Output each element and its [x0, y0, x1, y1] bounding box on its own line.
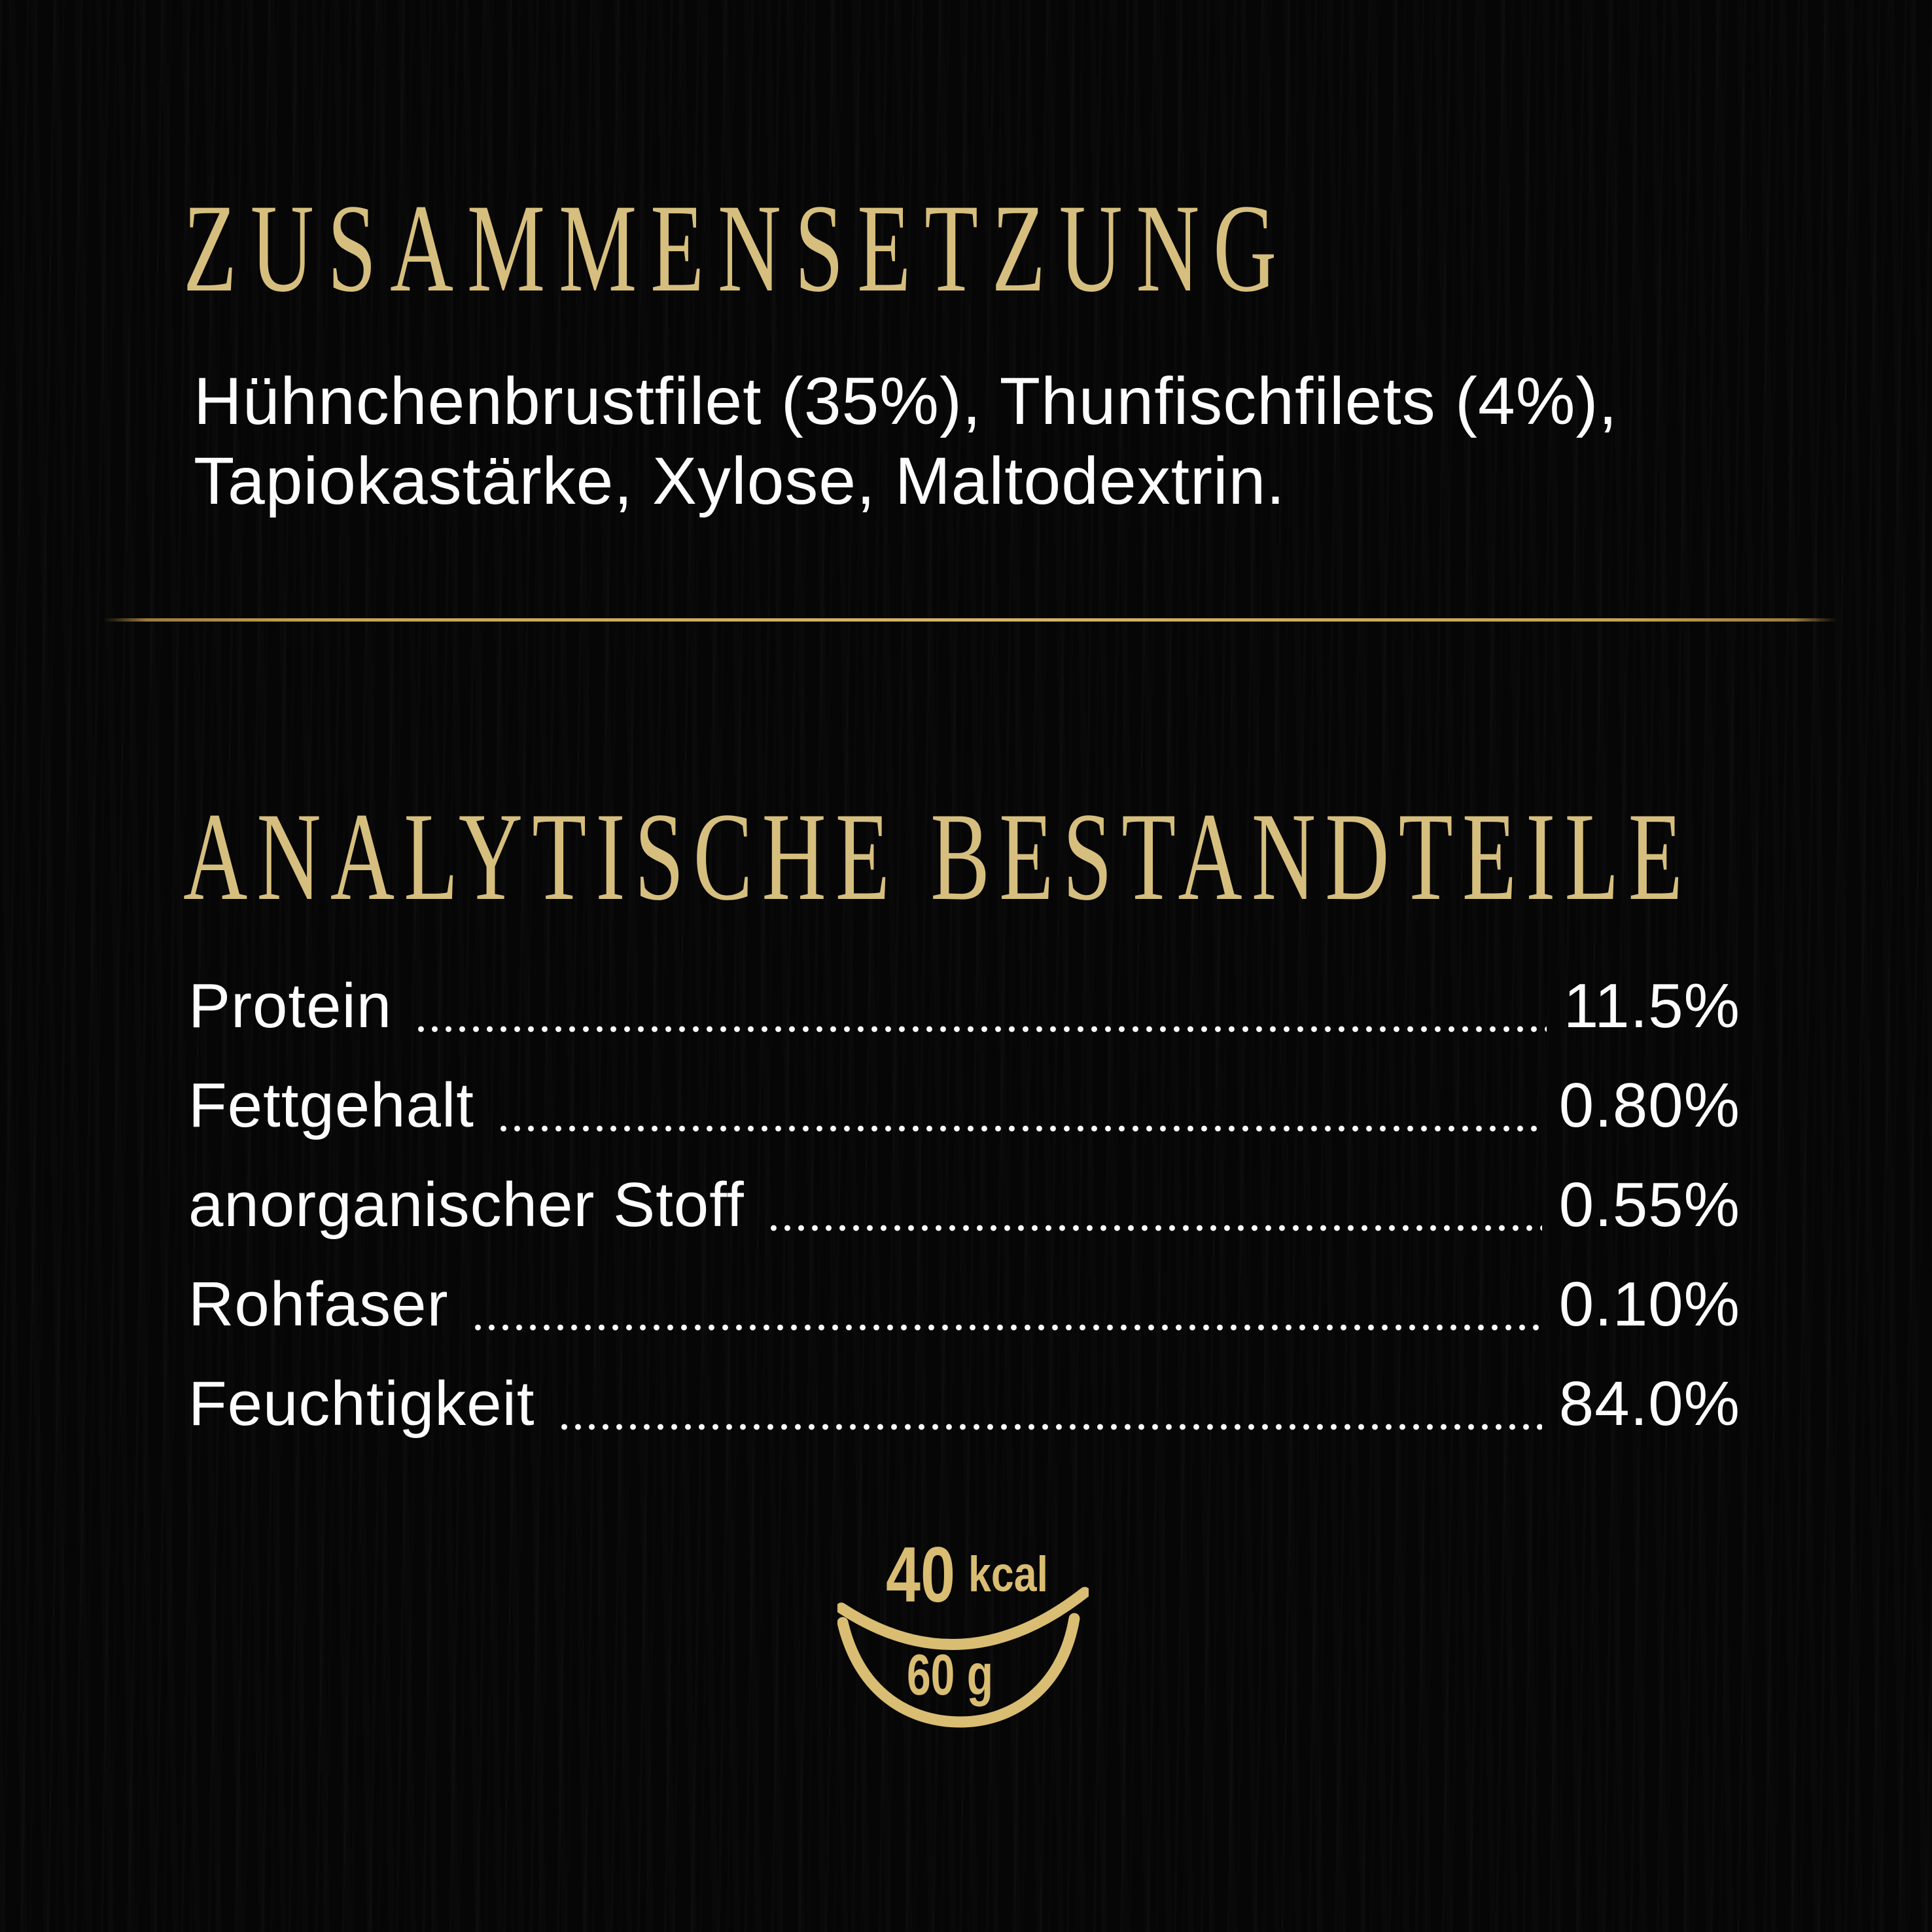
nutrient-value: 0.80%: [1558, 1070, 1740, 1140]
composition-title: ZUSAMMENSETZUNG: [183, 194, 1290, 318]
portion-weight: 60 g: [907, 1642, 993, 1707]
ingredients-line-1: Hühnchenbrustfilet (35%), Thunfischfilet…: [194, 364, 1618, 438]
kcal-unit: kcal: [968, 1547, 1048, 1602]
nutrient-value: 11.5%: [1563, 971, 1740, 1041]
dotted-leader: [414, 957, 1547, 1056]
nutrient-value: 84.0%: [1558, 1369, 1740, 1439]
bowl-rim: [837, 1587, 1089, 1650]
dotted-leader: [470, 1255, 1542, 1354]
nutrient-label: anorganischer Stoff: [188, 1170, 745, 1240]
analysis-title: ANALYTISCHE BESTANDTEILE: [183, 802, 1692, 926]
table-row: anorganischer Stoff 0.55%: [188, 1155, 1740, 1255]
nutrient-value: 0.10%: [1558, 1269, 1740, 1339]
kcal-value: 40: [886, 1536, 955, 1619]
dotted-leader: [496, 1056, 1542, 1155]
analysis-title-text: ANALYTISCHE BESTANDTEILE: [183, 802, 1692, 926]
dotted-leader: [766, 1155, 1542, 1255]
ingredients-text: Hühnchenbrustfilet (35%), Thunfischfilet…: [194, 361, 1764, 521]
table-row: Feuchtigkeit 84.0%: [188, 1354, 1740, 1454]
dotted-leader: [557, 1354, 1542, 1454]
nutrient-label: Protein: [188, 971, 393, 1041]
analysis-table: Protein 11.5% Fettgehalt 0.80% anorganischer…: [188, 957, 1740, 1454]
nutrient-label: Feuchtigkeit: [188, 1369, 535, 1439]
composition-title-text: ZUSAMMENSETZUNG: [183, 194, 1290, 318]
bowl-body: [837, 1613, 1080, 1728]
nutrient-label: Rohfaser: [188, 1269, 449, 1339]
divider-rule: [103, 618, 1837, 622]
table-row: Protein 11.5%: [188, 957, 1740, 1056]
table-row: Fettgehalt 0.80%: [188, 1056, 1740, 1155]
table-row: Rohfaser 0.10%: [188, 1255, 1740, 1354]
nutrient-value: 0.55%: [1558, 1170, 1740, 1240]
bowl-icon: 40 kcal 60 g: [837, 1536, 1089, 1728]
ingredients-line-2: Tapiokastärke, Xylose, Maltodextrin.: [194, 444, 1286, 518]
nutrient-label: Fettgehalt: [188, 1070, 474, 1140]
